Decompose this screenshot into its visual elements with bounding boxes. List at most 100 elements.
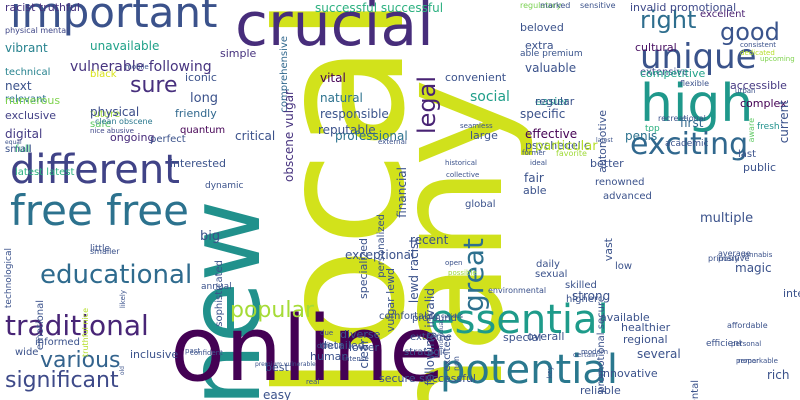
word-better: better — [590, 157, 624, 170]
word-good: good — [720, 18, 780, 46]
word-important: important — [10, 0, 218, 37]
word-recent: recent — [410, 233, 449, 247]
word-overall: overall — [527, 330, 565, 343]
word-latest: latest — [596, 137, 613, 144]
word-successful-successful: successful successful — [315, 1, 444, 15]
word-educational: educational — [40, 260, 193, 290]
word-unique: unique — [640, 37, 757, 77]
word-regional: regional — [623, 333, 668, 346]
word-competitive: competitive — [640, 67, 706, 80]
word-diverse: diverse — [340, 328, 381, 341]
word-aware: aware — [747, 118, 756, 143]
word-psychedelic: psychedelic — [525, 139, 590, 152]
word-higher: higher — [566, 294, 599, 305]
word-non: non — [452, 356, 461, 372]
word-flexible: flexible — [680, 79, 709, 88]
word-fresh: fresh — [757, 122, 780, 132]
word-collective: collective — [446, 171, 480, 179]
word-marked: marked — [540, 1, 571, 10]
word-simple: simple — [220, 47, 257, 60]
word-daily: daily — [536, 259, 560, 270]
word-friendly: friendly — [175, 107, 217, 120]
word-significant: significant — [5, 368, 119, 393]
word-lower: lower — [349, 341, 380, 354]
word-perfect: perfect — [150, 134, 186, 145]
word-penis: penis — [625, 129, 658, 143]
word-vibrant: vibrant — [5, 41, 48, 55]
word-average: average — [718, 249, 751, 258]
word-truthful-nice: truthful nice — [81, 308, 90, 357]
word-unavailable: unavailable — [90, 39, 160, 53]
word-reliable: reliable — [580, 384, 621, 397]
word-large: large — [470, 129, 498, 142]
word-potential: potential — [440, 347, 618, 393]
word-full: full — [15, 144, 31, 155]
word-environmental: environmental — [488, 286, 547, 295]
word-proper: proper — [736, 357, 760, 365]
word-exciting: exciting — [630, 127, 749, 162]
word-informed: informed — [35, 337, 80, 348]
word-historical: historical — [445, 159, 477, 167]
word-interested: interested — [170, 157, 226, 170]
word-next: next — [5, 79, 32, 93]
word-regulatory: regulatory — [520, 1, 562, 10]
word-past: past — [185, 347, 201, 355]
word-external: external — [378, 138, 407, 146]
word-public: public — [743, 161, 777, 174]
word-physical-mental: physical mental — [5, 26, 69, 35]
word-modern: modern — [581, 348, 609, 356]
word-particular: particular — [535, 139, 598, 154]
word-able: able — [523, 184, 547, 197]
word-advanced: advanced — [603, 191, 652, 202]
word-possible: possible — [448, 269, 477, 277]
word-personal: personal — [731, 340, 762, 348]
word-real: real — [306, 378, 320, 386]
word-specific: specific — [520, 107, 566, 121]
word-renowned: renowned — [595, 177, 645, 188]
word-nice-abusive: nice abusive — [90, 127, 134, 135]
word-digital: digital — [5, 127, 43, 141]
word-inclusive: inclusive — [130, 348, 179, 361]
word-seamless: seamless — [460, 122, 493, 130]
word-sophisticated: sophisticated — [214, 260, 225, 327]
word-cultural: cultural — [635, 41, 677, 54]
word-black: black — [90, 69, 117, 80]
word-natural: natural — [320, 91, 363, 105]
word-rich: rich — [767, 368, 790, 382]
word-upcoming: upcoming — [760, 55, 795, 63]
word-traditional: traditional — [5, 309, 149, 342]
word-strong: strong — [572, 289, 611, 303]
word-cannabis: cannabis — [741, 251, 773, 259]
word-strategic: strategic — [404, 347, 449, 358]
word-profound: profound — [412, 313, 458, 324]
word-sensitive: sensitive — [580, 1, 616, 10]
word-able-premium: able premium — [520, 49, 583, 59]
word-healthier: healthier — [621, 321, 671, 334]
word-relevant: relevant — [5, 94, 47, 105]
word-primary: primary — [708, 254, 740, 263]
word-affordable: affordable — [727, 321, 768, 330]
word-free-free: free free — [10, 186, 189, 235]
word-top: top — [645, 124, 660, 134]
word-premium-vulnerable: premium vulnerable — [255, 361, 316, 368]
word-secure-successful: secure successful — [379, 372, 476, 385]
word-physical: physical — [90, 105, 140, 119]
word-vital: vital — [320, 71, 346, 85]
word-best: best — [265, 361, 289, 374]
word-beloved: beloved — [520, 21, 564, 34]
word-essential: essential — [430, 297, 609, 343]
word-different: different — [10, 147, 180, 193]
word-equal: equal — [5, 139, 22, 146]
word-curious: curious — [441, 313, 463, 320]
word-efficient: efficient — [706, 339, 743, 349]
word-big: big — [200, 229, 221, 244]
word-technological: technological — [4, 248, 14, 309]
word-confident: confident — [190, 349, 223, 357]
word-exceptional: exceptional — [345, 248, 415, 262]
word-popular: popular — [230, 298, 314, 323]
word-interactive: interactive — [783, 287, 800, 300]
word-extra: extra — [525, 39, 554, 52]
word-key: key — [546, 366, 554, 379]
word-ideal: ideal — [530, 159, 547, 167]
